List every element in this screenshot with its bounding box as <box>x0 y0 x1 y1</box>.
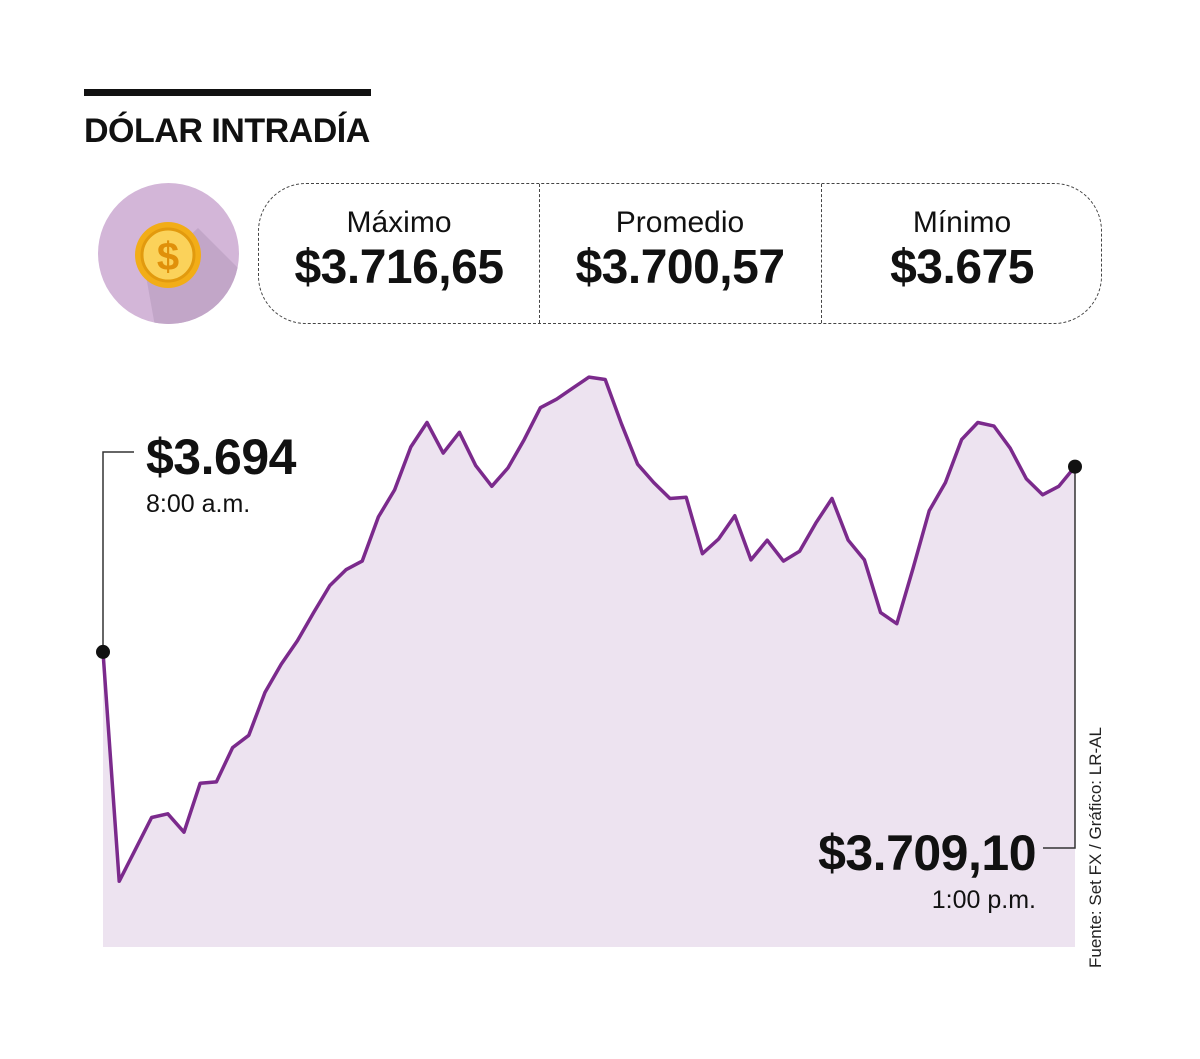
stat-label: Mínimo <box>912 206 1012 239</box>
open-leader-line <box>102 451 134 652</box>
close-time: 1:00 p.m. <box>931 886 1036 914</box>
stats-panel: Máximo $3.716,65 Promedio $3.700,57 Míni… <box>258 183 1102 324</box>
stat-label: Máximo <box>346 206 452 239</box>
stat-value: $3.675 <box>890 241 1034 294</box>
open-time: 8:00 a.m. <box>146 490 251 518</box>
stat-divider <box>821 184 822 323</box>
stat-label: Promedio <box>615 206 745 239</box>
close-point <box>1068 459 1082 474</box>
price-area <box>103 377 1075 948</box>
source-note: Fuente: Set FX / Gráfico: LR-AL <box>1086 727 1105 968</box>
title-rule <box>84 89 371 96</box>
close-leader-line <box>1043 466 1076 849</box>
stat-divider <box>539 184 540 323</box>
close-price: $3.709,10 <box>818 825 1036 881</box>
stat-value: $3.700,57 <box>575 241 785 294</box>
page-title: DÓLAR INTRADÍA <box>84 112 370 150</box>
open-point <box>96 644 110 659</box>
coin-badge: $ <box>98 183 239 324</box>
stat-value: $3.716,65 <box>294 241 504 294</box>
svg-text:$: $ <box>157 235 179 279</box>
stat-maximo: Máximo $3.716,65 <box>259 184 539 323</box>
open-price: $3.694 <box>146 429 296 485</box>
stat-minimo: Mínimo $3.675 <box>821 184 1103 323</box>
price-line <box>101 375 1077 884</box>
stat-promedio: Promedio $3.700,57 <box>539 184 821 323</box>
dollar-coin-icon: $ <box>135 222 239 324</box>
